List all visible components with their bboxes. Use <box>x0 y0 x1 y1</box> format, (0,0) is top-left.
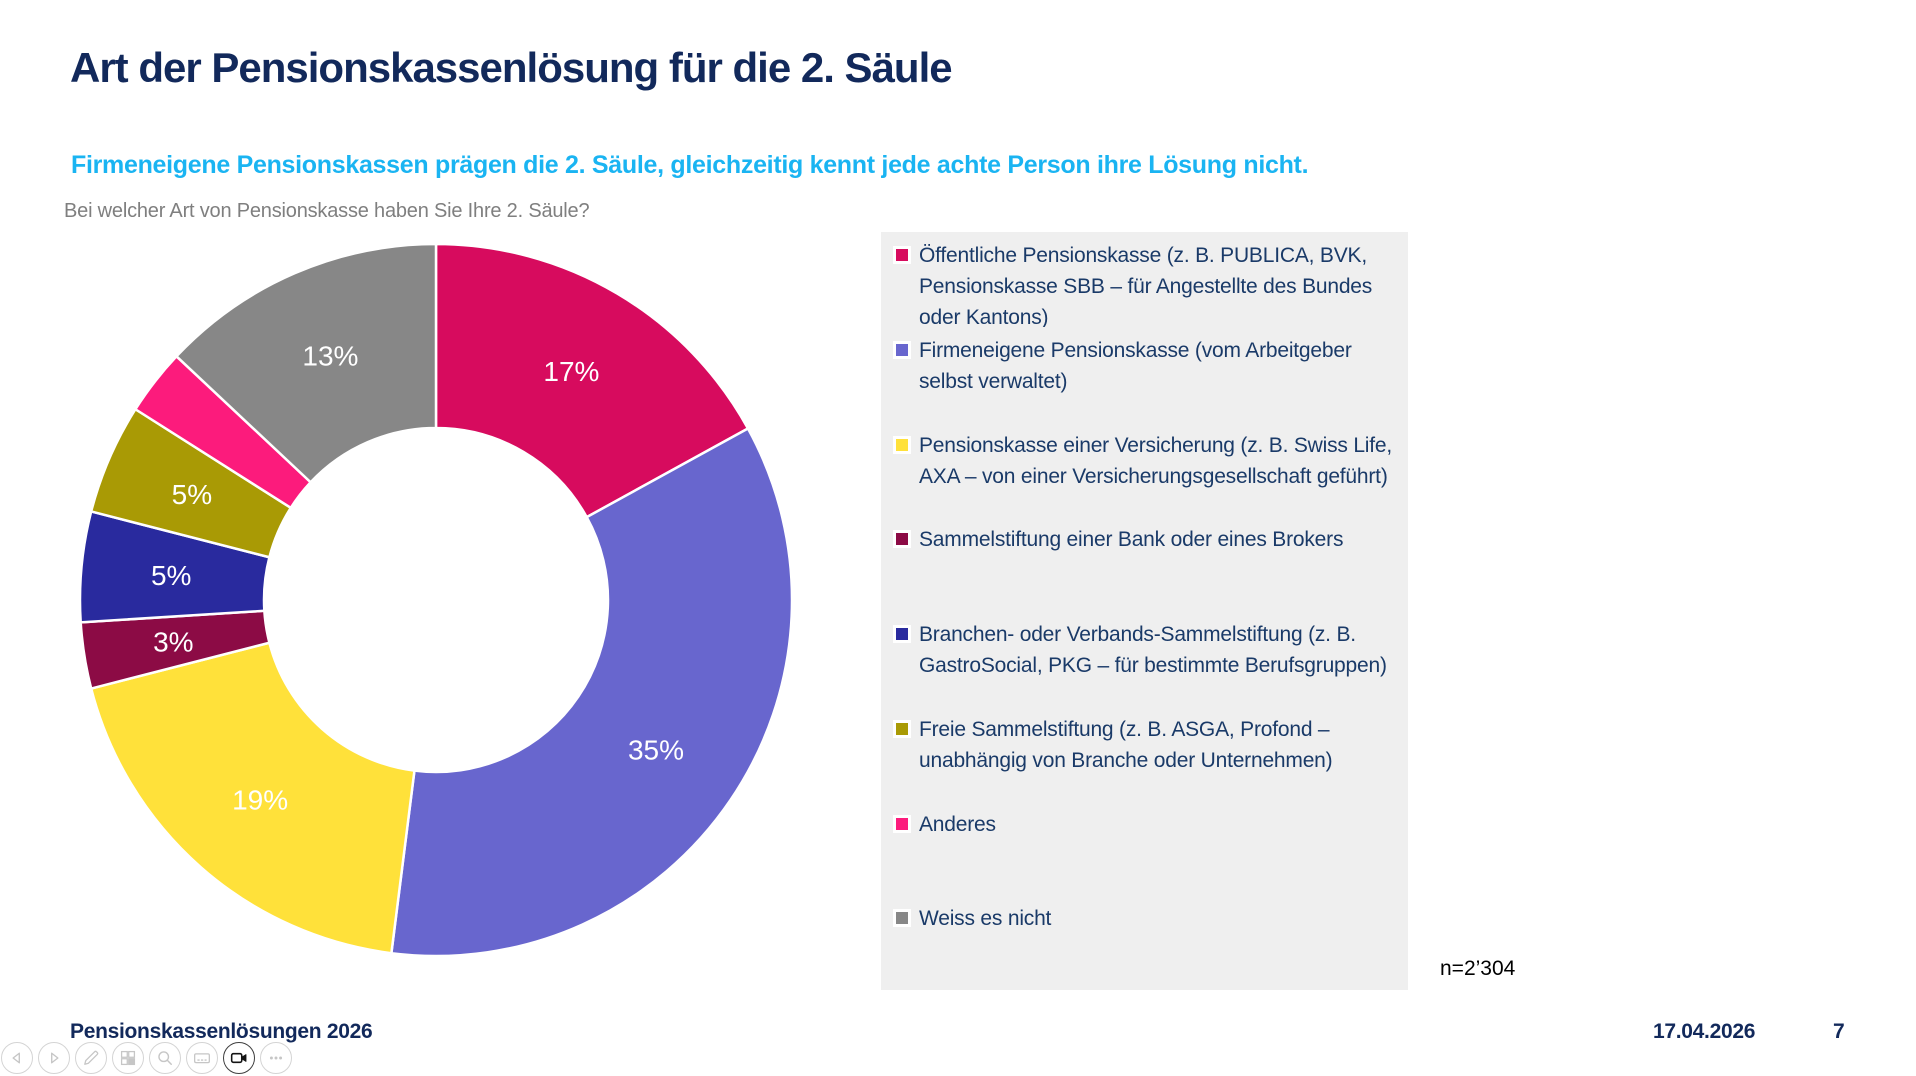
legend-swatch <box>896 912 908 925</box>
legend-item-label: Weiss es nicht <box>919 907 1052 931</box>
legend-item-4: Branchen- oder Verbands-Sammelstiftung (… <box>881 611 1408 706</box>
previous-icon <box>6 1047 28 1069</box>
next-icon <box>43 1047 65 1069</box>
sample-size-label: n=2’304 <box>1440 957 1516 980</box>
more-options-button[interactable] <box>260 1042 292 1074</box>
legend-swatch <box>896 438 908 451</box>
legend-swatch <box>896 343 908 356</box>
donut-chart: 17% 35% 19% 3% 5% 5% 13% <box>74 238 798 962</box>
legend-swatch-box <box>893 719 911 738</box>
camera-button[interactable] <box>223 1042 255 1074</box>
legend-item-3: Sammelstiftung einer Bank oder eines Bro… <box>881 516 1408 611</box>
zoom-button[interactable] <box>149 1042 181 1074</box>
survey-question: Bei welcher Art von Pensionskasse haben … <box>64 200 590 222</box>
donut-slice-label-2: 19% <box>232 784 288 815</box>
next-slide-button[interactable] <box>38 1042 70 1074</box>
footer-page-number: 7 <box>1833 1020 1845 1043</box>
slide-subtitle: Firmeneigene Pensionskassen prägen die 2… <box>71 150 1309 179</box>
legend-item-2: Pensionskasse einer Versicherung (z. B. … <box>881 422 1408 517</box>
legend-swatch <box>896 628 908 640</box>
legend-item-6: Anderes <box>881 801 1408 896</box>
legend-swatch <box>896 249 908 261</box>
legend-swatch-box <box>893 530 911 549</box>
chart-legend: Öffentliche Pensionskasse (z. B. PUBLICA… <box>881 232 1408 990</box>
donut-svg: 17% 35% 19% 3% 5% 5% 13% <box>78 242 794 958</box>
camera-icon <box>228 1047 250 1069</box>
legend-swatch <box>896 722 908 735</box>
legend-swatch-box <box>893 246 911 264</box>
legend-swatch-box <box>893 909 911 928</box>
footer-date: 17.04.2026 <box>1653 1020 1756 1043</box>
legend-item-label: Anderes <box>919 812 996 836</box>
donut-slice-1 <box>390 427 794 958</box>
more-icon <box>265 1047 287 1069</box>
prev-slide-button[interactable] <box>1 1042 33 1074</box>
legend-item-label: Öffentliche Pensionskasse (z. B. PUBLICA… <box>919 244 1373 327</box>
legend-item-label: Branchen- oder Verbands-Sammelstiftung (… <box>919 623 1387 677</box>
pen-button[interactable] <box>75 1042 107 1074</box>
legend-item-label: Freie Sammelstiftung (z. B. ASGA, Profon… <box>919 717 1333 772</box>
donut-slice-label-3: 3% <box>153 626 193 657</box>
slideshow-toolbar <box>1 1042 292 1074</box>
donut-slice-label-5: 5% <box>172 479 212 510</box>
legend-item-label: Firmeneigene Pensionskasse (vom Arbeitge… <box>919 338 1352 393</box>
legend-item-label: Sammelstiftung einer Bank oder eines Bro… <box>919 528 1344 552</box>
captions-button[interactable] <box>186 1042 218 1074</box>
legend-swatch-box <box>893 435 911 454</box>
captions-icon <box>191 1047 213 1069</box>
legend-item-0: Öffentliche Pensionskasse (z. B. PUBLICA… <box>881 232 1408 327</box>
legend-swatch-box <box>893 814 911 833</box>
legend-item-label: Pensionskasse einer Versicherung (z. B. … <box>919 433 1393 488</box>
legend-item-7: Weiss es nicht <box>881 895 1408 990</box>
pen-icon <box>80 1047 102 1069</box>
legend-swatch-box <box>893 340 911 359</box>
legend-item-5: Freie Sammelstiftung (z. B. ASGA, Profon… <box>881 706 1408 801</box>
legend-swatch-box <box>893 625 911 643</box>
donut-slice-label-0: 17% <box>543 356 599 387</box>
slide-title: Art der Pensionskassenlösung für die 2. … <box>70 44 953 92</box>
slide-overview-icon <box>117 1047 139 1069</box>
legend-swatch <box>896 533 908 546</box>
legend-swatch <box>896 817 908 830</box>
donut-slice-2 <box>89 641 416 955</box>
footer-title: Pensionskassenlösungen 2026 <box>70 1020 373 1043</box>
legend-item-1: Firmeneigene Pensionskasse (vom Arbeitge… <box>881 327 1408 422</box>
slide-overview-button[interactable] <box>112 1042 144 1074</box>
donut-slice-7 <box>175 242 438 484</box>
donut-slice-0 <box>434 242 750 519</box>
donut-slice-label-4: 5% <box>151 560 191 591</box>
donut-slice-label-1: 35% <box>628 734 684 765</box>
donut-slice-label-7: 13% <box>302 341 358 372</box>
magnifier-icon <box>154 1047 176 1069</box>
